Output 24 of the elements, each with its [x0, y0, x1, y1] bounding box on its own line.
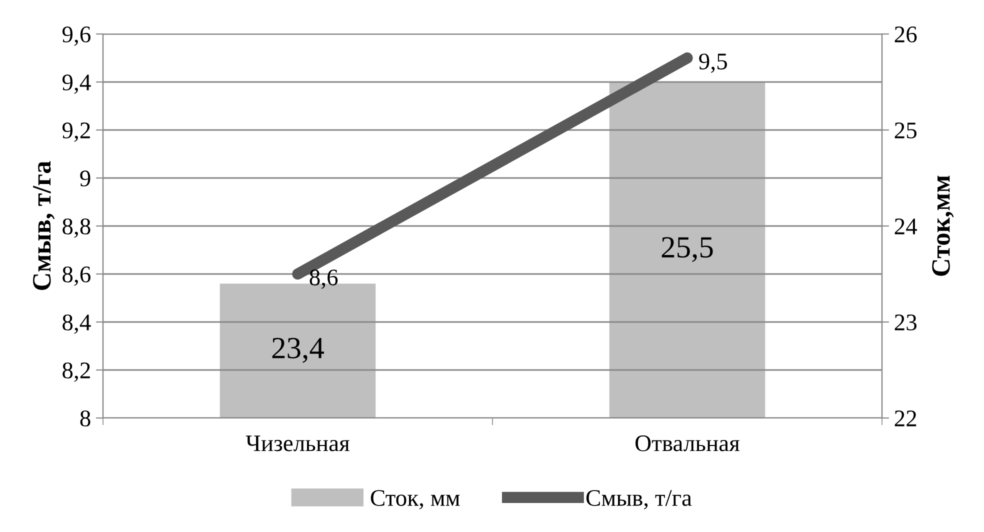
y-tick-label: 8,6 — [62, 266, 90, 286]
legend-label: Смыв, т/га — [586, 490, 692, 510]
y-tick-label: 8,2 — [62, 362, 90, 382]
y-tick-label: 9,2 — [62, 122, 90, 142]
y2-tick-label: 26 — [894, 26, 917, 42]
y2-axis-title: Сток,мм — [932, 176, 954, 276]
data-label: 9,5 — [699, 54, 727, 73]
y2-tick-label: 24 — [894, 218, 918, 234]
y-tick-label: 9,4 — [62, 74, 91, 94]
data-label: 25,5 — [662, 237, 713, 262]
data-label: 23,4 — [272, 338, 324, 363]
y2-tick-label: 25 — [894, 122, 916, 138]
y2-tick-label: 22 — [894, 410, 916, 426]
y-axis-title: Смыв, т/га — [33, 161, 55, 290]
x-tick-label: Отвальная — [636, 435, 740, 452]
legend-label: Сток, мм — [370, 490, 460, 510]
y-tick-label: 9,6 — [62, 26, 90, 46]
y-tick-label: 8,8 — [62, 218, 90, 238]
y-tick-label: 9 — [80, 170, 90, 186]
data-label: 8,6 — [310, 270, 338, 289]
y2-tick-label: 23 — [894, 314, 916, 330]
x-tick-label: Чизельная — [246, 436, 350, 452]
y-tick-label: 8 — [80, 410, 90, 426]
y-tick-label: 8,4 — [62, 314, 91, 334]
